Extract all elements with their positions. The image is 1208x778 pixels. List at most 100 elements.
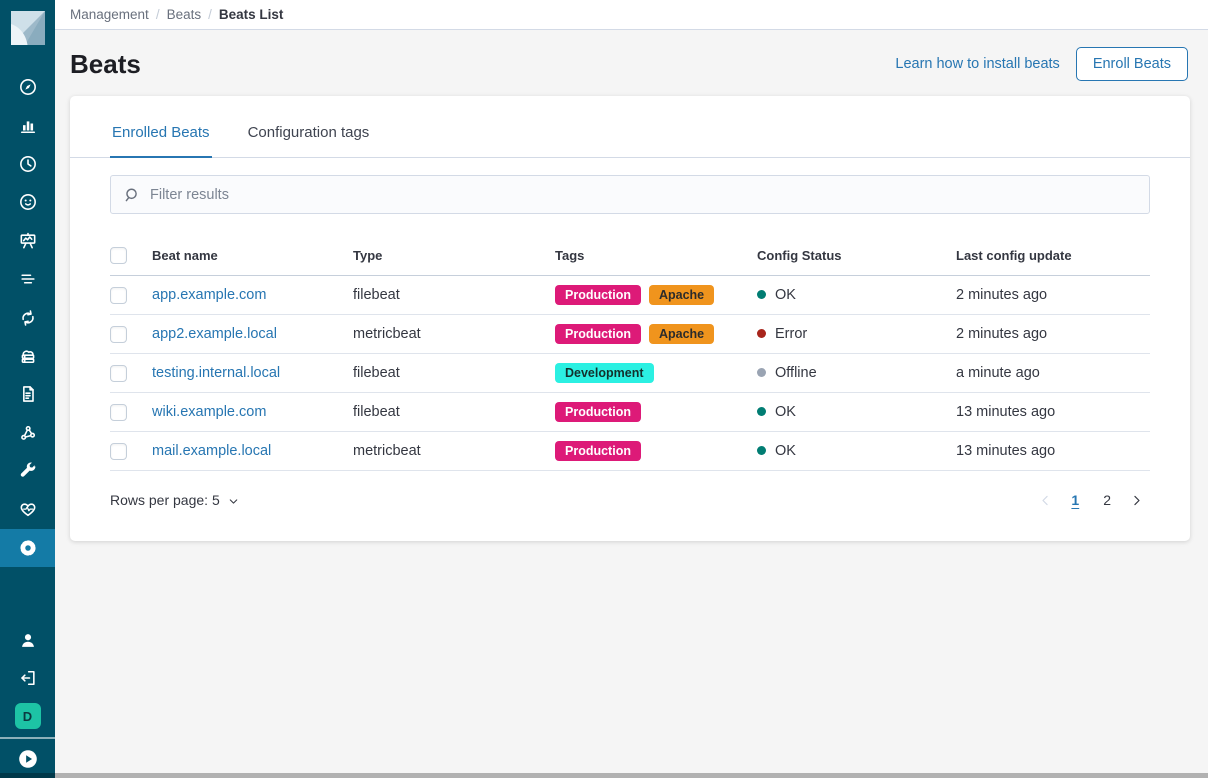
column-header: Config Status — [757, 235, 956, 277]
kibana-logo[interactable] — [0, 0, 55, 55]
sidebar-item-text-lines[interactable] — [0, 260, 55, 298]
breadcrumb-item[interactable]: Management — [70, 7, 149, 22]
user-icon — [18, 630, 38, 650]
learn-how-to-install-link[interactable]: Learn how to install beats — [895, 56, 1060, 72]
last-config-update: 2 minutes ago — [956, 314, 1150, 355]
next-page-button[interactable] — [1123, 491, 1150, 510]
clock-icon — [18, 154, 38, 174]
row-checkbox[interactable] — [110, 286, 127, 304]
table-row: app.example.com filebeat Production Apache O… — [110, 275, 1150, 316]
gear-icon — [18, 538, 38, 558]
tag-badge[interactable]: Apache — [648, 324, 715, 345]
config-status: OK — [757, 275, 956, 316]
tag-badge[interactable]: Development — [555, 363, 654, 384]
filter-input[interactable] — [150, 186, 1137, 203]
sidebar-item-gear[interactable] — [0, 528, 55, 568]
row-checkbox[interactable] — [110, 325, 127, 343]
column-header: Beat name — [152, 235, 353, 277]
wrench-icon — [18, 461, 38, 481]
sidebar-item-collapse[interactable] — [0, 740, 55, 778]
chevron-down-icon — [227, 493, 240, 508]
beat-name-link[interactable]: app2.example.local — [152, 326, 277, 343]
breadcrumb: Management / Beats / Beats List — [55, 0, 1208, 30]
row-checkbox[interactable] — [110, 364, 127, 382]
sidebar-item-logout[interactable] — [0, 659, 55, 697]
last-config-update: a minute ago — [956, 353, 1150, 394]
play-circle-icon — [17, 748, 39, 770]
sidebar-item-bar-chart[interactable] — [0, 106, 55, 144]
beat-tags: Production — [555, 392, 757, 433]
sidebar-item-space[interactable]: D — [0, 697, 55, 735]
tag-badge[interactable]: Production — [555, 324, 641, 345]
sidebar-item-face[interactable] — [0, 183, 55, 221]
beat-name-link[interactable]: testing.internal.local — [152, 365, 281, 382]
beat-type: filebeat — [353, 353, 555, 394]
sidebar-item-sync-arrows[interactable] — [0, 298, 55, 336]
tag-badge[interactable]: Production — [555, 402, 641, 423]
beat-tags: Production Apache — [555, 314, 757, 355]
bar-chart-icon — [18, 116, 38, 136]
sidebar-item-wrench[interactable] — [0, 452, 55, 490]
beat-type: metricbeat — [353, 314, 555, 355]
breadcrumb-item[interactable]: Beats — [166, 7, 202, 22]
face-icon — [18, 192, 38, 212]
sidebar-item-clock[interactable] — [0, 145, 55, 183]
page-button-1[interactable]: 1 — [1065, 490, 1085, 510]
sidebar-item-compass[interactable] — [0, 68, 55, 106]
cloud-server-icon — [18, 346, 38, 366]
page-title: Beats — [70, 48, 141, 79]
tag-badge[interactable]: Apache — [648, 285, 715, 306]
beat-type: filebeat — [353, 275, 555, 316]
sidebar-item-heartbeat[interactable] — [0, 490, 55, 528]
table-row: testing.internal.local filebeat Developmen… — [110, 353, 1150, 394]
sidebar-item-cloud-server[interactable] — [0, 337, 55, 375]
breadcrumb-item: Beats List — [218, 7, 284, 22]
beat-tags: Production Apache — [555, 275, 757, 316]
rows-per-page-selector[interactable]: Rows per page: 5 — [110, 492, 240, 508]
beat-name-link[interactable]: wiki.example.com — [152, 404, 267, 421]
enroll-beats-button[interactable]: Enroll Beats — [1075, 47, 1188, 81]
sidebar-item-document[interactable] — [0, 375, 55, 413]
config-status: Offline — [757, 353, 956, 394]
page-header: Beats Learn how to install beats Enroll … — [55, 30, 1208, 96]
tab-enrolled-beats[interactable]: Enrolled Beats — [110, 96, 212, 158]
heartbeat-icon — [18, 499, 38, 519]
page-button-2[interactable]: 2 — [1097, 490, 1117, 510]
sync-arrows-icon — [18, 308, 38, 328]
logout-icon — [18, 668, 38, 688]
sidebar-item-graph-nodes[interactable] — [0, 414, 55, 452]
nav-bottom: D — [0, 620, 55, 778]
tag-badge[interactable]: Production — [555, 285, 641, 306]
last-config-update: 2 minutes ago — [956, 275, 1150, 316]
table-row: app2.example.local metricbeat Production Ap… — [110, 314, 1150, 355]
row-checkbox[interactable] — [110, 442, 127, 460]
main-content: Management / Beats / Beats List Beats Learn … — [55, 0, 1208, 778]
status-dot — [757, 329, 766, 339]
global-nav-sidebar: D — [0, 0, 55, 778]
tag-badge[interactable]: Production — [555, 441, 641, 462]
breadcrumb-separator: / — [208, 7, 212, 22]
config-status: Error — [757, 314, 956, 355]
select-all-checkbox[interactable] — [110, 247, 127, 265]
table-row: wiki.example.com filebeat Production OK 13 m… — [110, 392, 1150, 433]
search-icon — [123, 186, 141, 204]
previous-page-button[interactable] — [1032, 491, 1059, 510]
tab-configuration-tags[interactable]: Configuration tags — [247, 124, 370, 141]
rows-per-page-label: Rows per page: 5 — [110, 492, 220, 509]
filter-bar — [110, 175, 1150, 214]
config-status: OK — [757, 392, 956, 433]
beat-name-link[interactable]: app.example.com — [152, 287, 267, 304]
beat-name-link[interactable]: mail.example.local — [152, 443, 272, 460]
sidebar-item-presentation-chart[interactable] — [0, 222, 55, 260]
header-actions: Learn how to install beats Enroll Beats — [895, 47, 1188, 81]
text-lines-icon — [18, 269, 38, 289]
beat-type: metricbeat — [353, 431, 555, 472]
status-dot — [757, 290, 766, 300]
sidebar-item-user[interactable] — [0, 620, 55, 658]
row-checkbox[interactable] — [110, 403, 127, 421]
beats-table: Beat name Type Tags Config Status Last confi… — [110, 235, 1150, 472]
tabs: Enrolled Beats Configuration tags — [70, 96, 1190, 158]
status-dot — [757, 368, 766, 378]
beats-list-panel: Enrolled Beats Configuration tags Beat na… — [70, 96, 1190, 542]
